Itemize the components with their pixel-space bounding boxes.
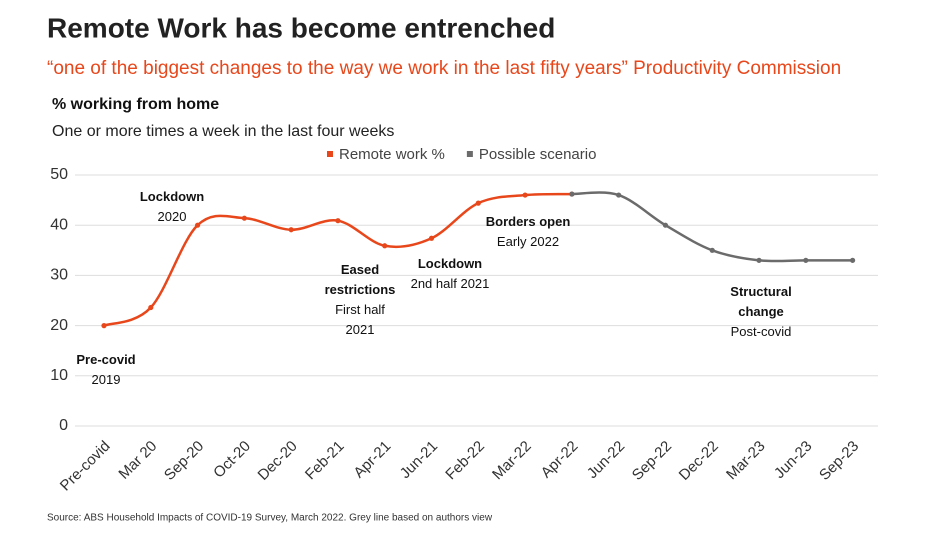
y-tick-label: 30 [50,267,68,284]
source: Source: ABS Household Impacts of COVID-1… [47,513,493,524]
y-tick-label: 10 [50,367,68,384]
point [101,323,107,329]
x-tick-label: Apr-21 [350,438,394,482]
point [709,247,715,253]
annotation: Pre-covid 2019 [76,350,135,390]
annotation-title: Eased restrictions [324,262,396,297]
x-tick-label: Oct-20 [210,438,254,482]
x-tick-label: Jun-21 [397,438,441,482]
annotation-text: Early 2022 [496,234,560,249]
x-tick-label: Mar-22 [489,438,535,484]
point [148,304,154,311]
point [569,191,575,197]
annotation-title: Lockdown [139,189,205,204]
y-tick-label: 0 [59,417,68,434]
point [475,200,481,206]
point [756,257,762,263]
point [616,192,622,198]
chart-title: Remote Work has become entrenched [47,12,555,43]
annotation-text: Post-covid [730,324,792,339]
x-tick-label: Apr-22 [538,438,582,482]
annotation-text: 2020 [157,209,187,224]
x-tick-label: Mar 20 [115,438,160,483]
point [522,192,528,198]
annotation-title: Pre-covid [76,352,136,367]
y-tick-label: 40 [50,216,68,233]
x-tick-label: Pre-covid [57,438,114,495]
annotation: Lockdown 2020 [140,187,204,227]
point [382,243,388,249]
x-tick-label: Sep-20 [161,438,207,484]
point [428,235,435,241]
point [850,257,856,263]
point [241,215,247,221]
legend-label: Possible scenario [479,146,597,163]
point [335,218,341,224]
y-label: % working from home [52,96,219,113]
x-tick-label: Dec-20 [255,438,301,484]
x-tick-label: Dec-22 [676,438,722,484]
x-tick-label: Sep-23 [816,438,862,484]
y-tick-label: 20 [50,317,68,334]
legend-swatch [466,151,473,157]
point [194,222,201,228]
x-tick-label: Jun-23 [771,438,815,482]
y-tick-label: 50 [50,166,68,183]
annotation: Eased restrictions First half 2021 [320,260,400,340]
point [288,227,294,233]
annotation: Structural change Post-covid [721,282,801,342]
annotation-title: Lockdown [417,256,483,271]
annotation-text: 2nd half 2021 [410,276,490,291]
annotation-text: 2019 [91,372,121,387]
legend-label: Remote work % [339,146,445,163]
annotation-title: Borders open [485,214,571,229]
x-tick-label: Sep-22 [629,438,675,484]
y-sublabel: One or more times a week in the last fou… [52,123,394,140]
x-tick-label: Feb-21 [302,438,348,484]
annotation: Borders open Early 2022 [486,212,571,252]
x-tick-label: Mar-23 [723,438,769,484]
annotation-text: First half 2021 [335,302,385,337]
annotation-title: Structural change [730,284,792,319]
point [803,257,809,263]
annotation: Lockdown 2nd half 2021 [411,254,490,294]
x-tick-label: Jun-22 [584,438,628,482]
legend-swatch [327,151,333,157]
x-tick-label: Feb-22 [442,438,488,484]
point [662,222,669,228]
chart-subtitle: “one of the biggest changes to the way w… [47,58,841,79]
